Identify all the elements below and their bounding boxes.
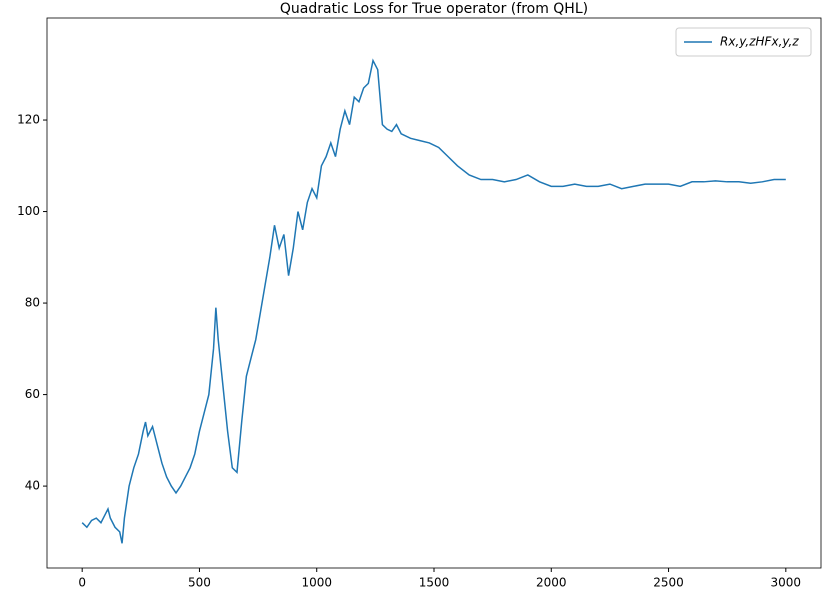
x-tick-label: 0 [78,576,86,590]
x-tick-label: 500 [188,576,211,590]
x-tick-label: 2500 [653,576,684,590]
y-tick-label: 100 [17,204,40,218]
x-tick-label: 3000 [771,576,802,590]
legend-box [675,27,812,57]
x-tick-label: 1500 [419,576,450,590]
x-tick-label: 1000 [301,576,332,590]
y-tick-label: 40 [25,479,40,493]
plot-frame [46,17,822,569]
legend-label: Rx,y,zHFx,y,z [720,35,799,49]
y-tick-label: 60 [25,387,40,401]
x-tick-label: 2000 [536,576,567,590]
y-tick-label: 80 [25,296,40,310]
chart-title: Quadratic Loss for True operator (from Q… [280,1,588,17]
line-series [81,58,786,544]
y-tick-label: 120 [17,113,40,127]
